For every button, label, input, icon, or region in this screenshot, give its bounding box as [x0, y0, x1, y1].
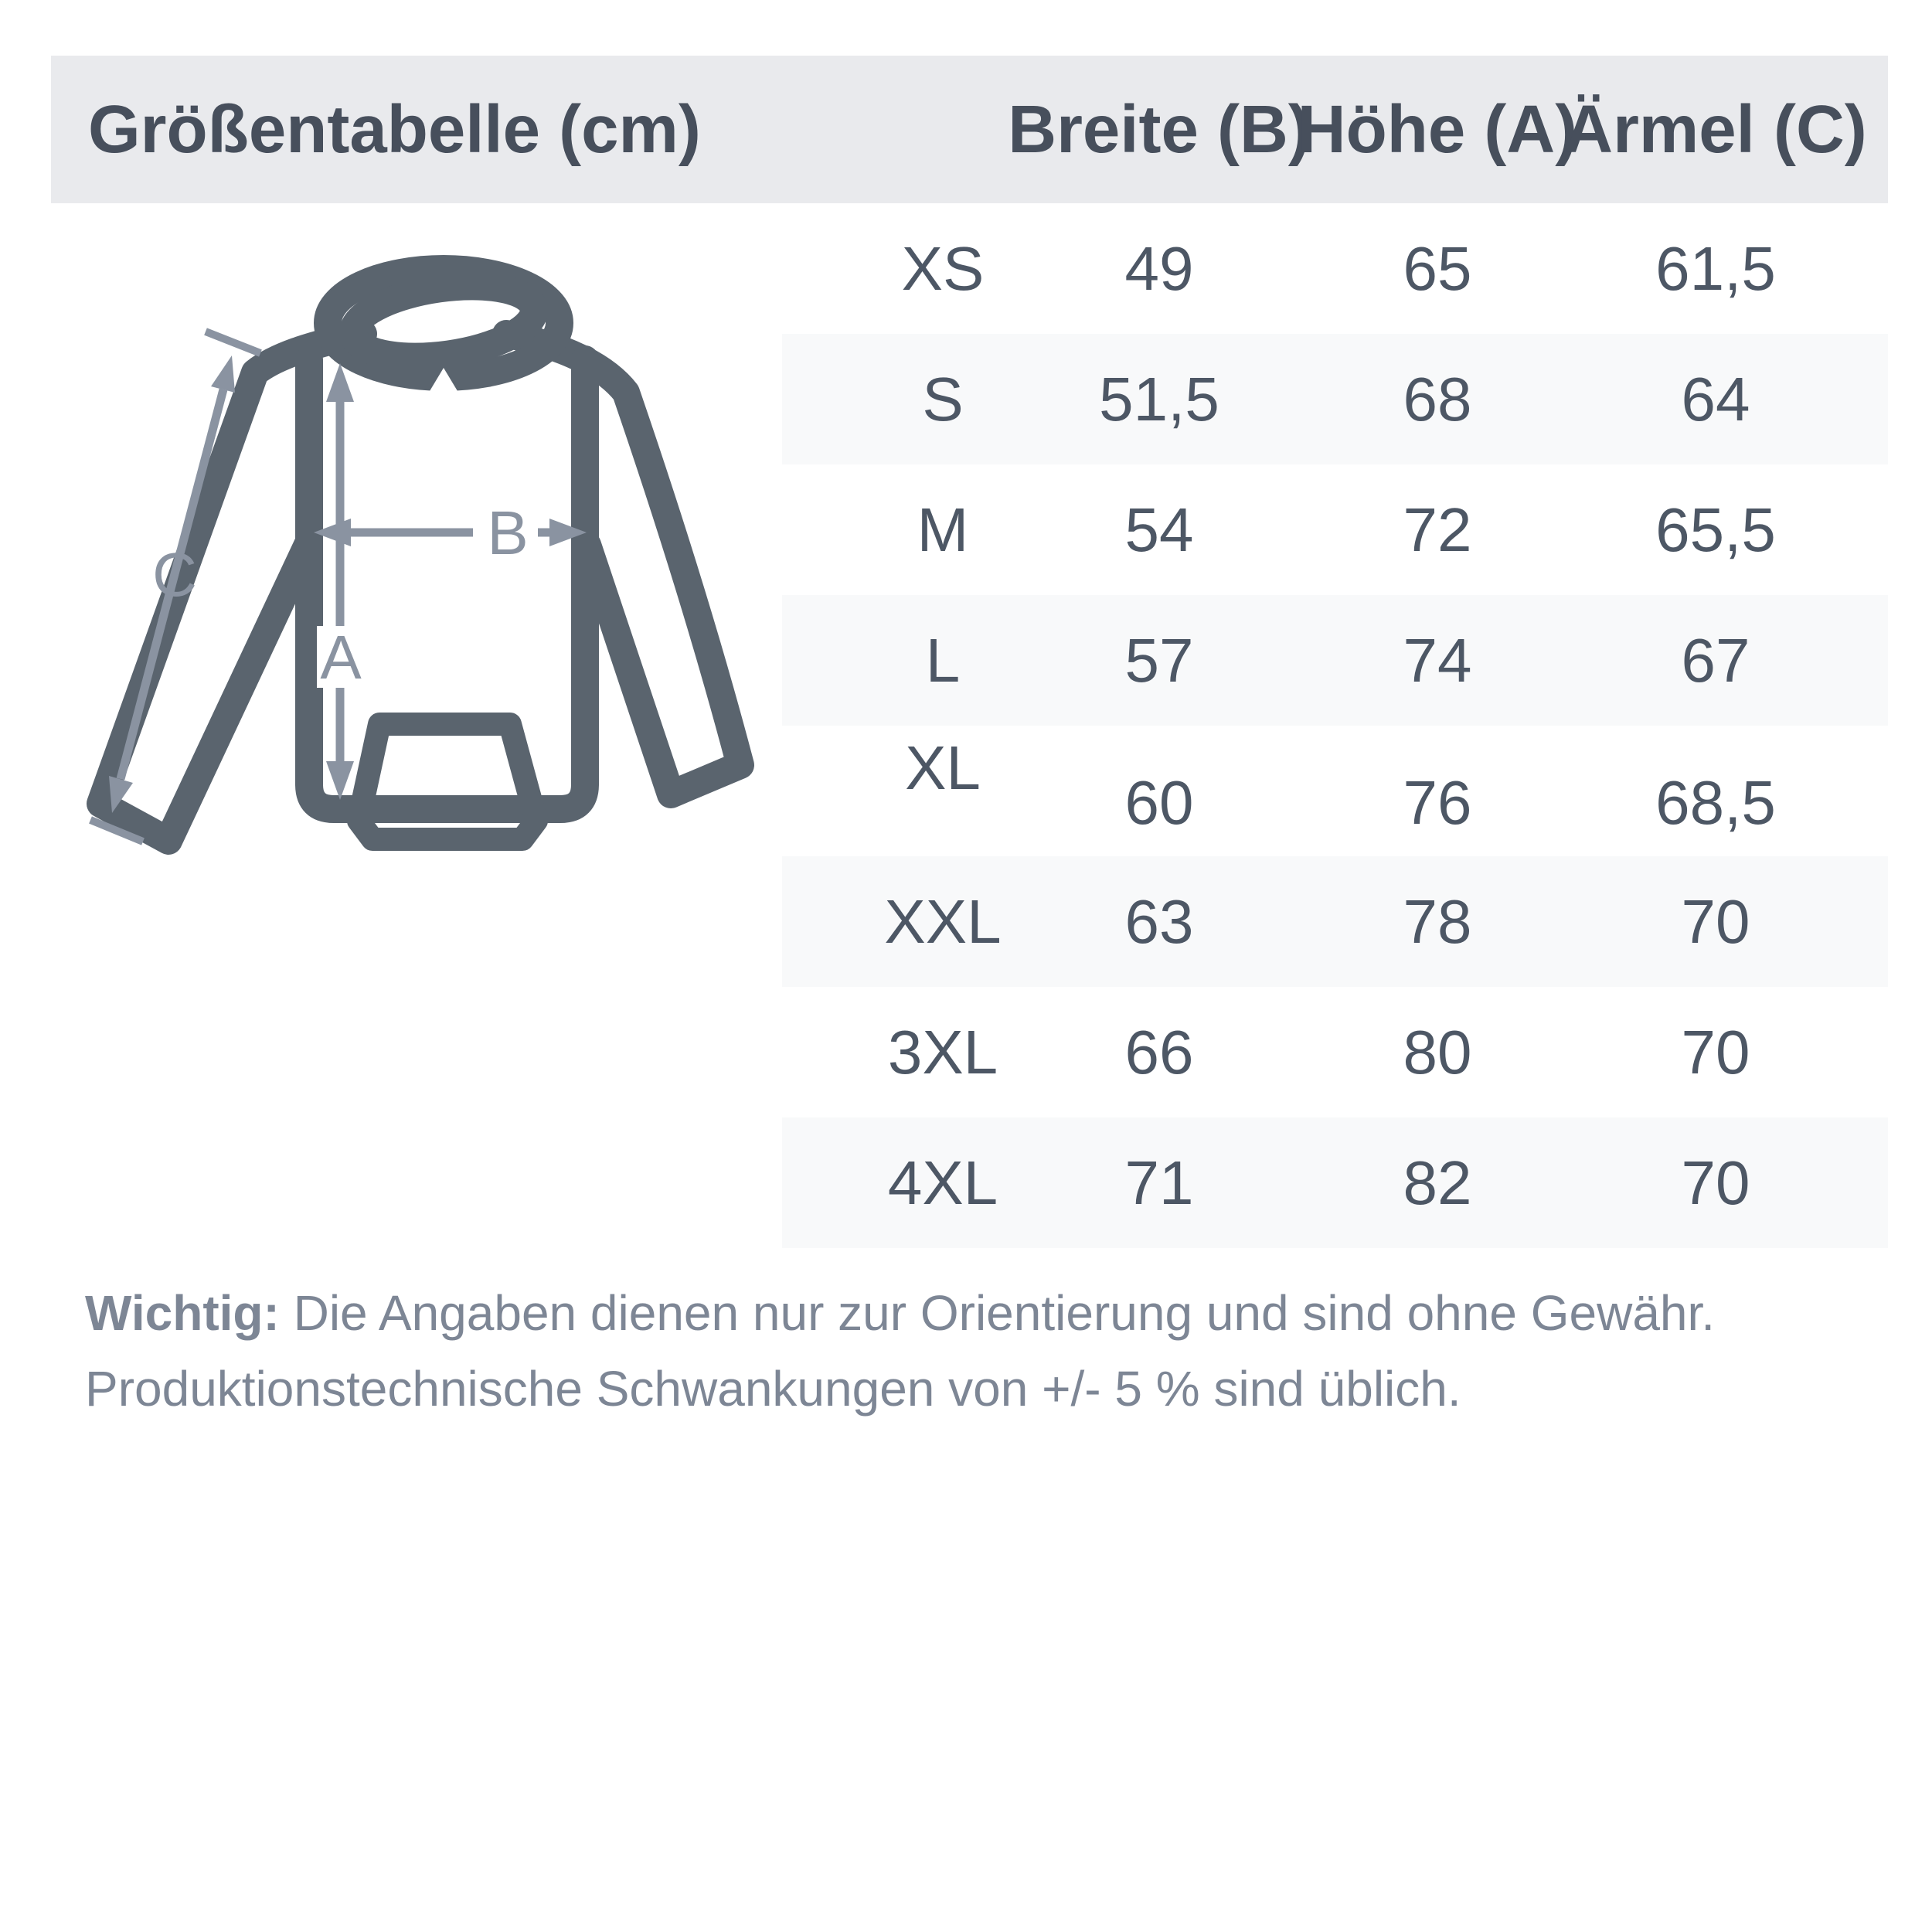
hoehe-cell: 80 [1403, 1017, 1472, 1087]
size-table-row: 4XL 71 82 70 [782, 1117, 1888, 1248]
aermel-cell: 70 [1681, 1017, 1750, 1087]
breite-cell: 49 [1124, 233, 1194, 303]
sleeve-arrow-tick-bottom [89, 816, 145, 845]
height-label: A [320, 623, 362, 692]
disclaimer-bold: Wichtig: [85, 1285, 280, 1341]
size-chart-title: Größentabelle (cm) [88, 91, 701, 167]
size-table-row: 3XL 66 80 70 [782, 987, 1888, 1117]
hoodie-measurement-diagram: A B C [46, 216, 804, 881]
aermel-cell: 67 [1681, 625, 1750, 695]
breite-cell: 71 [1124, 1148, 1194, 1217]
width-arrow-head-right [549, 519, 587, 546]
column-header-aermel: Ärmel (C) [1564, 91, 1867, 167]
height-arrow-head-top [326, 363, 354, 402]
aermel-cell: 70 [1681, 1148, 1750, 1217]
size-cell: 3XL [887, 1017, 998, 1087]
breite-cell: 57 [1124, 625, 1194, 695]
hoodie-right-sleeve [492, 320, 754, 808]
hoodie-body [295, 345, 599, 823]
sleeve-arrow-tick-top [204, 328, 262, 357]
size-chart-header: Größentabelle (cm) Breite (B) Höhe (A) Ä… [51, 56, 1888, 203]
breite-cell: 54 [1124, 495, 1194, 564]
column-header-hoehe: Höhe (A) [1297, 91, 1578, 167]
size-cell: 4XL [887, 1148, 998, 1217]
sleeve-arrow-line [116, 388, 228, 781]
aermel-cell: 61,5 [1655, 233, 1776, 303]
size-cell: XXL [884, 886, 1002, 956]
hoehe-cell: 65 [1403, 233, 1472, 303]
hoodie-illustration: A B C [87, 255, 754, 855]
size-cell: M [917, 495, 969, 564]
size-table-row: XXL 63 78 70 [782, 856, 1888, 987]
height-arrow-head-bottom [326, 761, 354, 800]
sleeve-arrow-head-bottom [109, 776, 133, 813]
hoodie-hood-inner [338, 272, 549, 371]
disclaimer-line-1-text: Die Angaben dienen nur zur Orientierung … [279, 1285, 1716, 1341]
height-label-backing [317, 626, 363, 688]
size-cell: L [925, 625, 961, 695]
width-arrow-head-left [314, 519, 351, 546]
hoehe-cell: 74 [1403, 625, 1472, 695]
breite-cell: 66 [1124, 1017, 1194, 1087]
disclaimer-line-1: Wichtig: Die Angaben dienen nur zur Orie… [85, 1275, 1893, 1351]
breite-cell: 60 [1124, 767, 1194, 837]
breite-cell: 63 [1124, 886, 1194, 956]
aermel-cell: 65,5 [1655, 495, 1776, 564]
sleeve-label: C [152, 540, 197, 609]
aermel-cell: 64 [1681, 364, 1750, 434]
width-label: B [487, 498, 528, 567]
size-cell: XL [905, 733, 981, 802]
hoodie-pocket [347, 713, 548, 851]
hoehe-cell: 68 [1403, 364, 1472, 434]
aermel-cell: 68,5 [1655, 767, 1776, 837]
hood-collar-notch [425, 368, 462, 399]
measurement-arrows: A B C [89, 328, 587, 845]
sleeve-arrow-head-top [211, 355, 235, 393]
hoodie-left-sleeve [87, 320, 377, 855]
breite-cell: 51,5 [1099, 364, 1219, 434]
hoehe-cell: 78 [1403, 886, 1472, 956]
size-table-row: XS 49 65 61,5 [782, 203, 1888, 334]
hoehe-cell: 82 [1403, 1148, 1472, 1217]
hoehe-cell: 72 [1403, 495, 1472, 564]
size-table: XS 49 65 61,5 S 51,5 68 64 M 54 72 65,5 … [782, 203, 1888, 1248]
hoehe-cell: 76 [1403, 767, 1472, 837]
column-header-breite: Breite (B) [1008, 91, 1311, 167]
disclaimer-note: Wichtig: Die Angaben dienen nur zur Orie… [85, 1275, 1893, 1427]
size-table-row: L 57 74 67 [782, 595, 1888, 726]
size-cell: XS [901, 233, 985, 303]
size-table-row: M 54 72 65,5 [782, 464, 1888, 595]
aermel-cell: 70 [1681, 886, 1750, 956]
size-cell: S [922, 364, 964, 434]
size-table-row: XL 60 76 68,5 [782, 726, 1888, 856]
size-table-row: S 51,5 68 64 [782, 334, 1888, 464]
disclaimer-line-2: Produktionstechnische Schwankungen von +… [85, 1361, 1461, 1417]
